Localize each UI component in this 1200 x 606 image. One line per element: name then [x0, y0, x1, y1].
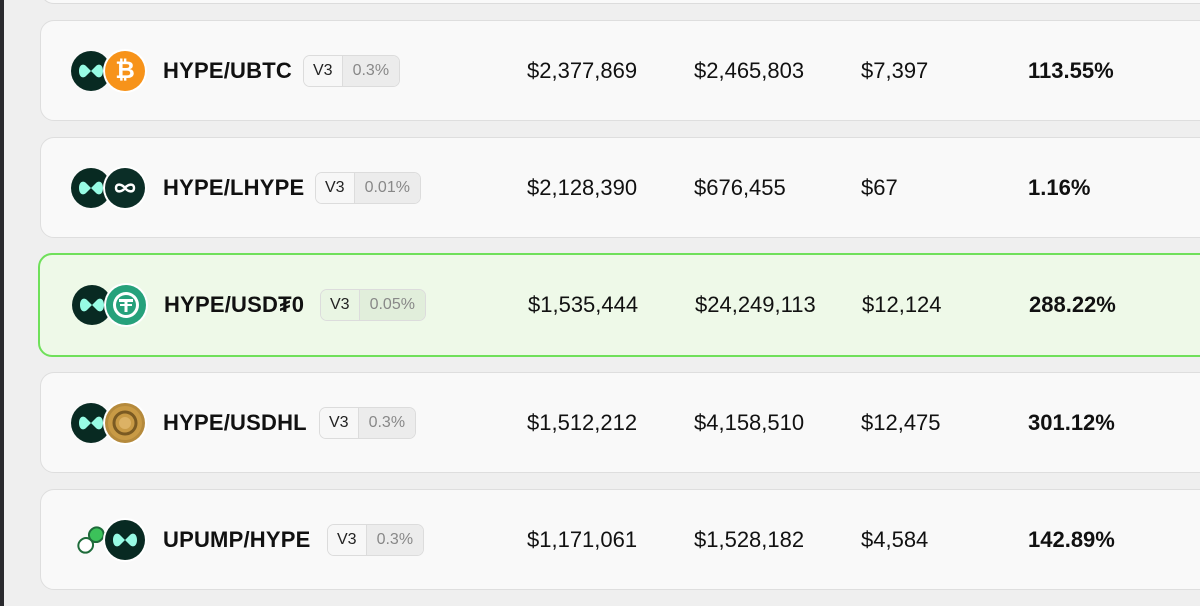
pool-pair-name: HYPE/UBTC: [163, 57, 292, 83]
volume-value: $24,249,113: [695, 292, 816, 317]
fee-tier-badge: 0.05%: [359, 290, 425, 320]
version-badge: V3: [328, 524, 367, 555]
volume-value: $2,465,803: [694, 57, 805, 83]
version-badge: V3: [316, 172, 355, 203]
pool-tags: V3 0.3%: [319, 406, 417, 439]
pair-icons: [72, 283, 148, 327]
window-edge: [0, 0, 4, 606]
pool-row-upump-hype[interactable]: UPUMP/HYPE V3 0.3% $1,171,061 $1,528,182…: [40, 489, 1200, 590]
volume-value: $4,158,510: [694, 409, 805, 435]
fees-value: $7,397: [861, 57, 929, 83]
fees-value: $12,475: [861, 409, 941, 435]
hype-icon: [105, 519, 145, 560]
pool-row-hype-usdhl[interactable]: HYPE/USDHL V3 0.3% $1,512,212 $4,158,510…: [40, 372, 1200, 473]
pool-row-hype-ubtc[interactable]: ₿ HYPE/UBTC V3 0.3% $2,377,869 $2,465,80…: [40, 20, 1200, 121]
pool-row-hype-lhype[interactable]: HYPE/LHYPE V3 0.01% $2,128,390 $676,455 …: [40, 137, 1200, 238]
tvl-value: $1,512,212: [527, 409, 638, 435]
fees-value: $12,124: [862, 292, 942, 317]
hype-icon: [71, 402, 111, 443]
apr-value: 301.12%: [1028, 409, 1115, 435]
fee-tier-badge: 0.3%: [342, 55, 400, 86]
pool-pair-name: HYPE/LHYPE: [163, 174, 305, 200]
apr-value: 142.89%: [1028, 526, 1115, 552]
apr-value: 113.55%: [1028, 57, 1114, 83]
pair-icons: ₿: [71, 49, 147, 93]
tvl-value: $2,377,869: [527, 57, 638, 83]
pair-icons: [71, 166, 147, 210]
bitcoin-icon: ₿: [105, 50, 145, 91]
tether-icon: [106, 285, 146, 325]
infinity-icon: [105, 167, 145, 208]
volume-value: $676,455: [694, 174, 786, 200]
pool-pair-name: HYPE/USDHL: [163, 409, 307, 435]
hype-icon: [71, 50, 111, 91]
volume-value: $1,528,182: [694, 526, 805, 552]
tvl-value: $1,171,061: [527, 526, 638, 552]
pool-pair-name: UPUMP/HYPE: [163, 526, 311, 552]
tvl-value: $2,128,390: [527, 174, 638, 200]
fees-value: $67: [861, 174, 898, 200]
tvl-value: $1,535,444: [528, 292, 639, 317]
pool-tags: V3 0.3%: [327, 523, 425, 556]
pool-tags: V3 0.3%: [303, 54, 401, 87]
version-badge: V3: [321, 290, 360, 320]
fee-tier-badge: 0.01%: [354, 172, 420, 203]
pool-tags: V3 0.01%: [315, 171, 421, 204]
pair-icons: [71, 401, 147, 445]
hype-icon: [72, 285, 112, 325]
fee-tier-badge: 0.3%: [366, 524, 424, 555]
fee-tier-badge: 0.3%: [358, 407, 416, 438]
usdhl-coin-icon: [105, 402, 145, 443]
pool-row-hype-usdt0[interactable]: HYPE/USD₮0 V3 0.05% $1,535,444 $24,249,1…: [38, 253, 1200, 357]
apr-value: 288.22%: [1029, 292, 1116, 317]
pair-icons: [71, 518, 147, 562]
apr-value: 1.16%: [1028, 174, 1091, 200]
previous-pool-row[interactable]: [40, 0, 1200, 4]
pool-tags: V3 0.05%: [320, 289, 426, 321]
pool-pair-name: HYPE/USD₮0: [164, 292, 305, 317]
hype-icon: [71, 167, 111, 208]
fees-value: $4,584: [861, 526, 929, 552]
version-badge: V3: [304, 55, 343, 86]
pill-icon: [71, 520, 111, 560]
version-badge: V3: [320, 407, 359, 438]
